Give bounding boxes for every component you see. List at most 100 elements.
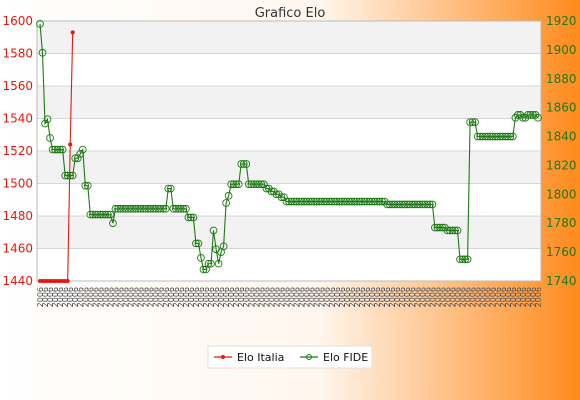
data-point-fide: [345, 197, 354, 206]
left-tick-label: 1480: [2, 209, 33, 223]
x-tick-label: 2006: [252, 287, 261, 307]
data-point-fide: [146, 204, 155, 213]
data-point-fide: [244, 180, 253, 189]
data-point-fide: [41, 119, 49, 128]
data-point-fide: [227, 180, 236, 189]
data-point-fide: [161, 204, 170, 213]
data-point-fide: [428, 200, 437, 209]
x-tick-label: 2006: [383, 287, 392, 307]
data-point-fide: [433, 223, 442, 232]
data-point-fide: [91, 210, 100, 219]
x-tick-label: 2006: [46, 287, 55, 307]
grid-band: [37, 21, 541, 54]
data-point-fide: [199, 265, 208, 274]
x-tick-label: 2006: [71, 287, 80, 307]
data-point-fide: [383, 200, 391, 209]
x-tick-label: 2006: [519, 287, 528, 307]
legend-marker-fide: [306, 354, 312, 360]
data-point-italia: [70, 30, 75, 35]
data-point-fide: [342, 197, 351, 206]
data-point-fide: [453, 226, 462, 235]
left-tick-label: 1540: [2, 112, 33, 126]
data-point-italia: [65, 278, 70, 284]
x-tick-label: 2006: [232, 287, 241, 307]
data-point-fide: [234, 180, 243, 189]
x-tick-label: 2006: [413, 287, 422, 307]
data-point-fide: [463, 255, 472, 264]
data-point-fide: [335, 197, 344, 206]
x-tick-label: 2006: [438, 287, 447, 307]
data-point-fide: [423, 200, 432, 209]
data-point-fide: [415, 200, 424, 209]
data-point-fide: [368, 197, 376, 206]
x-tick-label: 2006: [313, 287, 322, 307]
data-point-fide: [483, 132, 492, 141]
right-tick-label: 1740: [546, 274, 577, 288]
data-point-fide: [473, 132, 482, 141]
x-tick-label: 2006: [529, 287, 538, 307]
data-point-fide: [61, 171, 70, 180]
x-tick-label: 2006: [257, 287, 266, 307]
data-point-fide: [486, 132, 495, 141]
data-point-fide: [358, 197, 366, 206]
left-tick-label: 1560: [2, 79, 33, 93]
data-point-fide: [312, 197, 321, 206]
data-point-fide: [388, 200, 396, 209]
data-point-fide: [448, 226, 457, 235]
data-point-fide: [189, 213, 198, 222]
data-point-italia: [68, 142, 73, 147]
x-tick-label: 2006: [358, 287, 367, 307]
data-point-fide: [76, 150, 85, 158]
data-point-fide: [141, 204, 150, 213]
left-tick-label: 1460: [2, 242, 33, 256]
x-tick-label: 2006: [267, 287, 276, 307]
legend: Elo Italia Elo FIDE: [207, 345, 373, 369]
right-tick-label: 1840: [546, 130, 577, 144]
grid-band: [37, 216, 541, 249]
x-tick-label: 2006: [61, 287, 70, 307]
data-point-fide: [524, 111, 532, 119]
data-point-fide: [410, 200, 419, 209]
data-point-fide: [300, 197, 308, 206]
data-point-fide: [257, 180, 266, 189]
data-point-fide: [239, 160, 248, 168]
x-tick-label: 2006: [403, 287, 412, 307]
data-point-fide: [48, 145, 57, 154]
data-point-fide: [86, 210, 95, 219]
x-tick-label: 2006: [116, 287, 125, 307]
data-point-fide: [58, 145, 67, 154]
x-tick-label: 2006: [51, 287, 60, 307]
data-point-fide: [43, 115, 52, 124]
data-point-fide: [307, 197, 316, 206]
x-tick-label: 2006: [489, 287, 498, 307]
gridlines: [36, 20, 542, 282]
data-point-fide: [78, 145, 87, 154]
data-point-fide: [496, 132, 505, 141]
data-point-fide: [159, 204, 168, 213]
x-tick-label: 2006: [217, 287, 226, 307]
left-tick-label: 1500: [2, 177, 33, 191]
data-point-fide: [156, 204, 165, 213]
x-tick-label: 2006: [423, 287, 432, 307]
x-tick-label: 2006: [499, 287, 508, 307]
data-point-fide: [370, 197, 379, 206]
x-tick-label: 2006: [353, 287, 362, 307]
x-tick-label: 2006: [222, 287, 231, 307]
x-tick-label: 2006: [338, 287, 347, 307]
x-tick-label: 2006: [182, 287, 191, 307]
x-tick-label: 2006: [323, 287, 332, 307]
data-point-fide: [534, 113, 542, 122]
x-tick-label: 2006: [207, 287, 216, 307]
x-tick-label: 2006: [147, 287, 156, 307]
left-tick-label: 1600: [2, 14, 33, 28]
data-point-fide: [237, 160, 246, 168]
x-tick-label: 2006: [343, 287, 352, 307]
x-tick-label: 2006: [227, 287, 236, 307]
right-tick-label: 1820: [546, 158, 577, 172]
x-tick-label: 2006: [242, 287, 251, 307]
data-point-fide: [151, 204, 160, 213]
x-tick-label: 2006: [132, 287, 141, 307]
left-tick-label: 1440: [2, 274, 33, 288]
